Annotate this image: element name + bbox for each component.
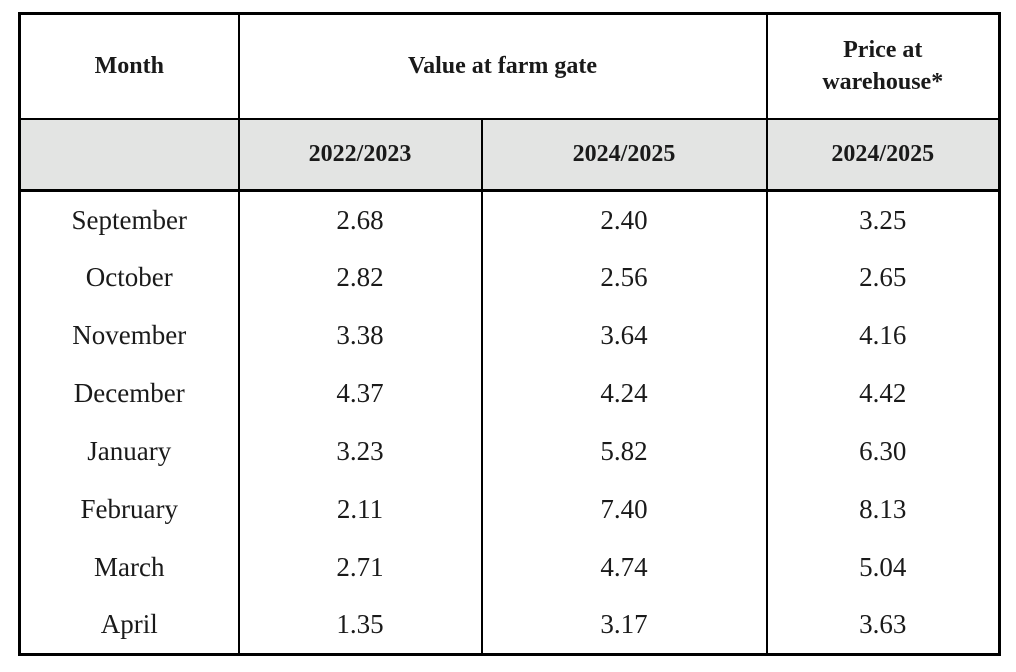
warehouse-2024-2025-cell: 3.63 [765, 596, 1000, 655]
header-row-sub: 2022/2023 2024/2025 2024/2025 [19, 118, 1000, 192]
farm-2024-2025-cell: 3.17 [480, 596, 767, 655]
farm-2022-2023-cell: 3.23 [237, 422, 482, 481]
header-farm-gate: Value at farm gate [237, 13, 767, 120]
farm-2024-2025-cell: 5.82 [480, 422, 767, 481]
farm-2024-2025-cell: 2.56 [480, 248, 767, 307]
subheader-season-2024-2025-warehouse: 2024/2025 [765, 118, 1000, 192]
month-cell: December [19, 364, 239, 423]
table-row: October 2.82 2.56 2.65 [19, 248, 1000, 307]
warehouse-2024-2025-cell: 4.16 [765, 306, 1000, 365]
warehouse-2024-2025-cell: 4.42 [765, 364, 1000, 423]
farm-2022-2023-cell: 2.71 [237, 538, 482, 597]
month-cell: March [19, 538, 239, 597]
farm-2024-2025-cell: 4.24 [480, 364, 767, 423]
farm-2024-2025-cell: 2.40 [480, 190, 767, 249]
table-row: April 1.35 3.17 3.63 [19, 596, 1000, 655]
header-month: Month [19, 13, 239, 120]
warehouse-2024-2025-cell: 8.13 [765, 480, 1000, 539]
subheader-season-2022-2023: 2022/2023 [237, 118, 482, 192]
table-row: March 2.71 4.74 5.04 [19, 538, 1000, 597]
warehouse-2024-2025-cell: 6.30 [765, 422, 1000, 481]
month-cell: February [19, 480, 239, 539]
subheader-empty-cell [19, 118, 239, 192]
farm-2022-2023-cell: 2.68 [237, 190, 482, 249]
price-table: Month Value at farm gate Price at wareho… [18, 12, 1002, 656]
farm-2022-2023-cell: 3.38 [237, 306, 482, 365]
month-cell: April [19, 596, 239, 655]
farm-2024-2025-cell: 7.40 [480, 480, 767, 539]
farm-2024-2025-cell: 3.64 [480, 306, 767, 365]
header-warehouse: Price at warehouse* [765, 13, 1000, 120]
table-row: January 3.23 5.82 6.30 [19, 422, 1000, 481]
warehouse-2024-2025-cell: 3.25 [765, 190, 1000, 249]
farm-2024-2025-cell: 4.74 [480, 538, 767, 597]
month-cell: January [19, 422, 239, 481]
warehouse-2024-2025-cell: 5.04 [765, 538, 1000, 597]
warehouse-2024-2025-cell: 2.65 [765, 248, 1000, 307]
subheader-season-2024-2025-farm: 2024/2025 [480, 118, 767, 192]
table-row: September 2.68 2.40 3.25 [19, 190, 1000, 249]
table-row: December 4.37 4.24 4.42 [19, 364, 1000, 423]
table-row: November 3.38 3.64 4.16 [19, 306, 1000, 365]
month-cell: October [19, 248, 239, 307]
farm-2022-2023-cell: 2.82 [237, 248, 482, 307]
farm-2022-2023-cell: 1.35 [237, 596, 482, 655]
month-cell: November [19, 306, 239, 365]
farm-2022-2023-cell: 2.11 [237, 480, 482, 539]
table-row: February 2.11 7.40 8.13 [19, 480, 1000, 539]
month-cell: September [19, 190, 239, 249]
header-row-main: Month Value at farm gate Price at wareho… [19, 13, 1000, 120]
farm-2022-2023-cell: 4.37 [237, 364, 482, 423]
